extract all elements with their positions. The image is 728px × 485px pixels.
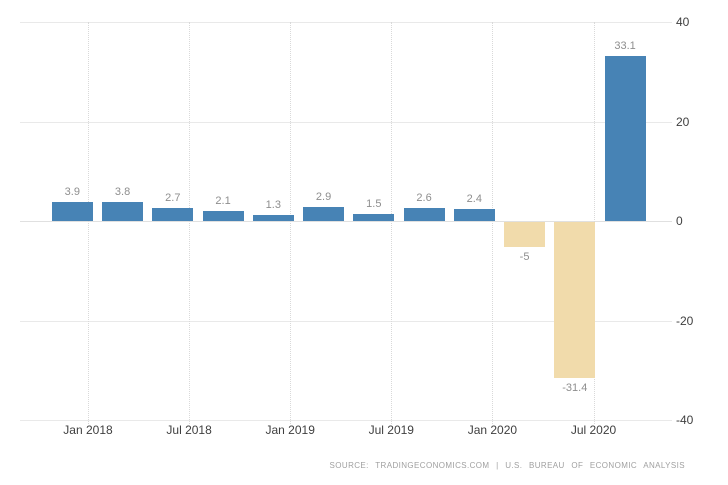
y-axis-tick-label: 0 <box>676 214 683 228</box>
bar[interactable] <box>403 208 445 221</box>
bar-value-label: 33.1 <box>614 40 636 53</box>
bar[interactable] <box>152 207 194 221</box>
vertical-gridline <box>189 22 191 424</box>
x-axis-tick-label: Jan 2019 <box>265 423 315 437</box>
bar-value-label: 2.6 <box>416 192 432 205</box>
bar-value-label: 1.3 <box>265 198 281 211</box>
vertical-gridline <box>290 22 292 424</box>
bar-value-label: 3.8 <box>114 186 131 199</box>
y-axis-tick-label: 40 <box>676 15 690 29</box>
x-axis-tick-label: Jan 2020 <box>467 423 518 437</box>
bar-value-label: -5 <box>519 250 530 263</box>
source-attribution: SOURCE: TRADINGECONOMICS.COM | U.S. BURE… <box>329 461 685 470</box>
x-axis-tick-label: Jul 2020 <box>570 423 617 437</box>
horizontal-gridline <box>20 22 672 23</box>
bar[interactable] <box>453 209 495 221</box>
bar-value-label: 3.9 <box>64 185 80 198</box>
bar[interactable] <box>102 202 144 221</box>
zero-axis-line <box>20 221 672 222</box>
x-axis-tick-label: Jul 2019 <box>368 423 414 437</box>
bar[interactable] <box>353 213 395 221</box>
bar[interactable] <box>51 201 93 221</box>
bar-value-label: 1.5 <box>366 197 382 210</box>
vertical-gridline <box>88 22 89 424</box>
y-axis-tick-label: -20 <box>676 313 694 328</box>
x-axis-tick-label: Jan 2018 <box>63 423 113 437</box>
bar-value-label: 2.1 <box>215 194 231 207</box>
y-axis-tick-label: -40 <box>676 413 694 427</box>
bar[interactable] <box>504 222 546 247</box>
bar[interactable] <box>554 222 596 379</box>
bar[interactable] <box>604 56 646 221</box>
bar[interactable] <box>303 206 345 221</box>
bar[interactable] <box>202 210 244 221</box>
vertical-gridline <box>492 22 494 424</box>
plot-area: 3.9 3.8 2.7 2.1 1.3 2.9 1.5 2.6 2.4 -5 -31.4 33.1 <box>20 22 672 424</box>
bar[interactable] <box>252 214 294 221</box>
y-axis-tick-label: 20 <box>676 114 690 129</box>
vertical-gridline <box>391 22 393 424</box>
bar-value-label: 2.7 <box>165 191 181 204</box>
bar-value-label: -31.4 <box>562 382 588 395</box>
horizontal-gridline <box>20 420 672 421</box>
horizontal-gridline <box>20 121 672 123</box>
x-axis-tick-label: Jul 2018 <box>166 423 212 437</box>
horizontal-gridline <box>20 320 672 322</box>
bar-value-label: 2.9 <box>315 190 332 203</box>
bar-value-label: 2.4 <box>466 193 482 206</box>
